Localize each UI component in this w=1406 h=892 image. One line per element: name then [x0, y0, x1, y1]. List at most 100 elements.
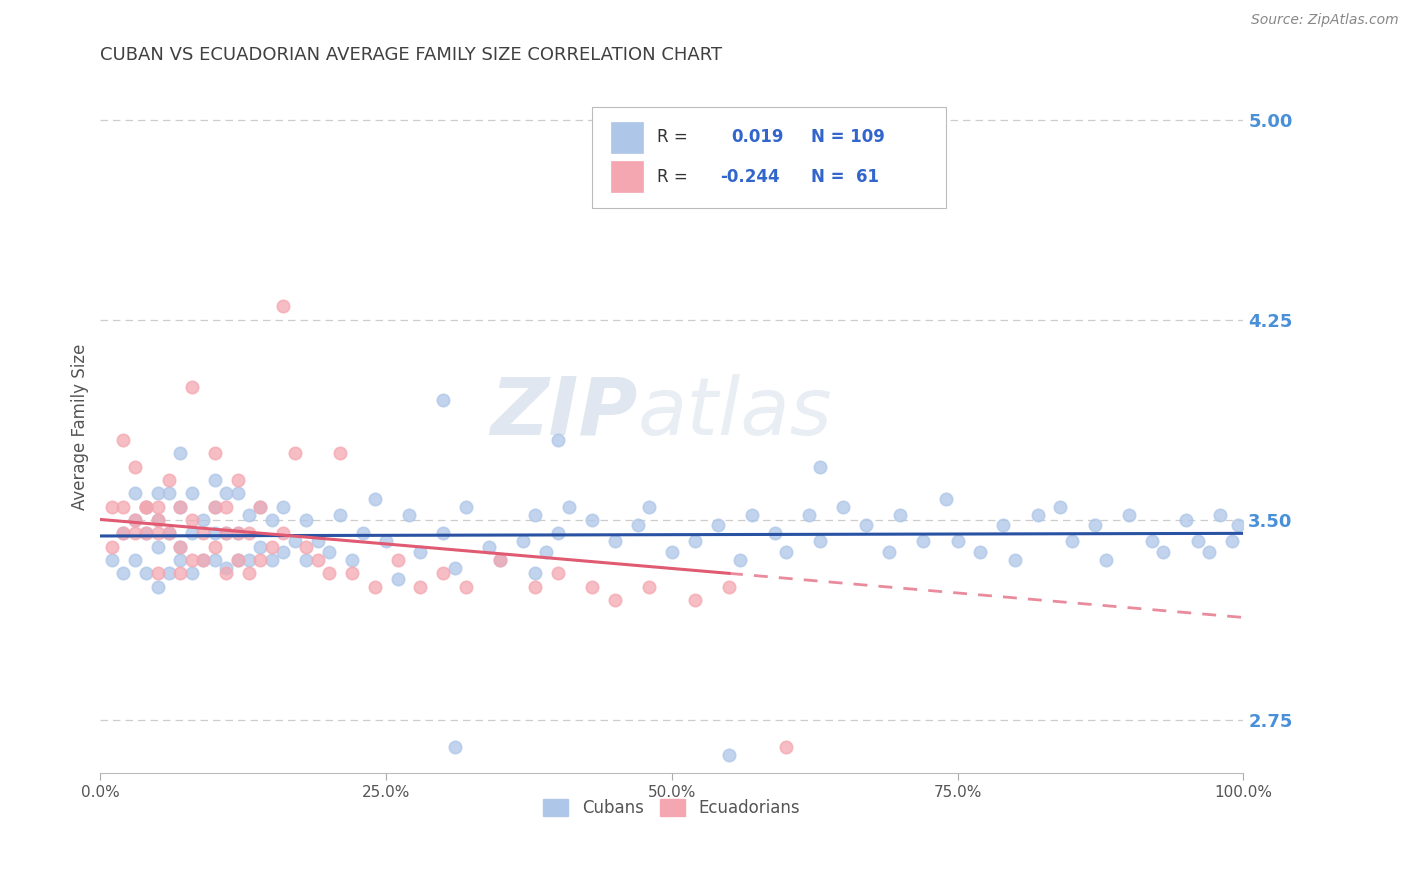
Point — [547, 433, 569, 447]
Point — [271, 545, 294, 559]
Point — [443, 561, 465, 575]
Point — [124, 553, 146, 567]
Point — [180, 379, 202, 393]
Point — [180, 566, 202, 581]
Point — [226, 553, 249, 567]
Text: N =  61: N = 61 — [811, 168, 879, 186]
Point — [432, 566, 454, 581]
Text: N = 109: N = 109 — [811, 128, 886, 146]
Point — [523, 508, 546, 522]
Point — [810, 459, 832, 474]
Point — [443, 739, 465, 754]
Point — [226, 526, 249, 541]
Point — [489, 553, 512, 567]
Point — [157, 526, 180, 541]
Point — [112, 526, 135, 541]
Point — [112, 566, 135, 581]
Point — [523, 566, 546, 581]
Point — [180, 513, 202, 527]
Point — [375, 534, 398, 549]
Point — [683, 593, 706, 607]
Point — [238, 566, 260, 581]
Point — [340, 566, 363, 581]
Point — [204, 446, 226, 460]
Point — [730, 553, 752, 567]
Point — [1140, 534, 1163, 549]
Point — [340, 553, 363, 567]
Point — [180, 486, 202, 500]
Point — [284, 446, 307, 460]
Point — [215, 566, 238, 581]
Point — [146, 580, 169, 594]
Point — [534, 545, 557, 559]
Point — [146, 500, 169, 514]
Point — [432, 526, 454, 541]
Point — [215, 486, 238, 500]
Point — [912, 534, 935, 549]
Point — [112, 433, 135, 447]
Text: R =: R = — [657, 168, 688, 186]
Point — [249, 500, 271, 514]
Point — [249, 553, 271, 567]
Text: ZIP: ZIP — [491, 374, 637, 451]
Point — [935, 491, 957, 506]
Point — [1118, 508, 1140, 522]
Point — [180, 553, 202, 567]
Point — [215, 561, 238, 575]
Point — [249, 500, 271, 514]
Point — [226, 473, 249, 487]
Point — [456, 500, 478, 514]
Point — [204, 473, 226, 487]
Point — [387, 553, 409, 567]
Point — [169, 540, 191, 554]
Point — [307, 534, 329, 549]
Point — [547, 526, 569, 541]
Point — [832, 500, 855, 514]
Point — [717, 747, 740, 762]
Point — [180, 526, 202, 541]
Point — [260, 513, 283, 527]
Point — [638, 500, 661, 514]
Point — [352, 526, 374, 541]
Point — [318, 566, 340, 581]
Point — [626, 518, 648, 533]
Point — [260, 553, 283, 567]
Point — [889, 508, 911, 522]
Point — [295, 513, 318, 527]
Point — [295, 553, 318, 567]
FancyBboxPatch shape — [592, 107, 946, 208]
Point — [683, 534, 706, 549]
Point — [512, 534, 534, 549]
Point — [969, 545, 991, 559]
Point — [124, 513, 146, 527]
Point — [124, 486, 146, 500]
Point — [318, 545, 340, 559]
Point — [1084, 518, 1107, 533]
Point — [169, 553, 191, 567]
Point — [101, 553, 124, 567]
Point — [193, 513, 215, 527]
Point — [558, 500, 581, 514]
Point — [1198, 545, 1220, 559]
Point — [226, 553, 249, 567]
Point — [877, 545, 900, 559]
Point — [135, 526, 157, 541]
Point — [260, 540, 283, 554]
Point — [157, 566, 180, 581]
Point — [238, 553, 260, 567]
Point — [741, 508, 763, 522]
Point — [226, 486, 249, 500]
Point — [661, 545, 683, 559]
Point — [775, 739, 797, 754]
Text: 0.019: 0.019 — [731, 128, 783, 146]
Point — [855, 518, 877, 533]
Point — [409, 545, 432, 559]
Point — [489, 553, 512, 567]
Point — [271, 526, 294, 541]
Point — [226, 526, 249, 541]
Bar — [612, 161, 644, 193]
Point — [238, 508, 260, 522]
Point — [1095, 553, 1118, 567]
Point — [124, 459, 146, 474]
Point — [1175, 513, 1198, 527]
